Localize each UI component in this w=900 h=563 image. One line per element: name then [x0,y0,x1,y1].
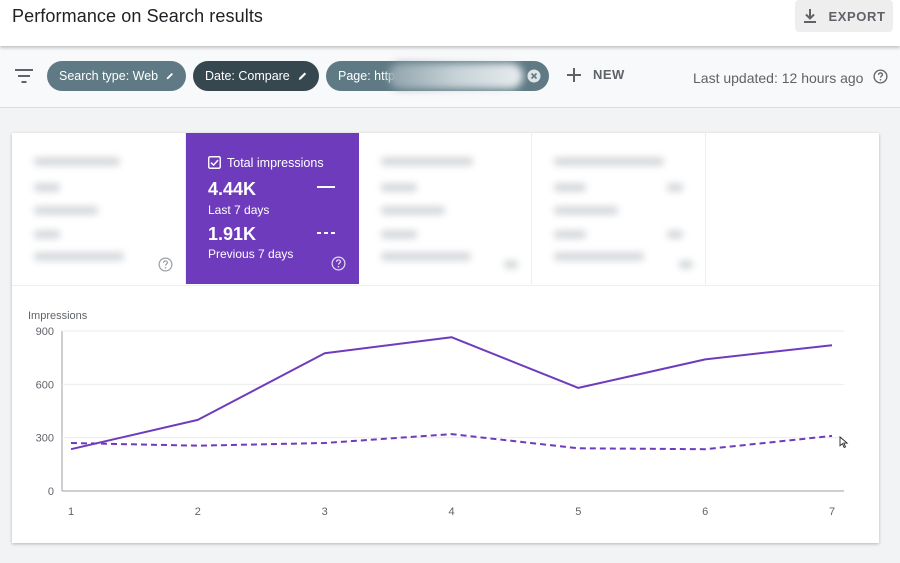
x-tick-label: 5 [575,506,581,518]
x-tick-label: 6 [702,506,708,518]
blurred-text [667,183,683,192]
y-tick-label: 300 [36,433,54,445]
blurred-text [667,230,683,239]
date-chip[interactable]: Date: Compare [193,61,319,91]
line-chart: Impressions 0 300 600 900 1 2 3 4 5 6 7 [28,310,849,518]
metric-title: Total impressions [227,156,324,170]
close-circle-icon[interactable] [527,69,541,83]
export-label: EXPORT [828,8,886,24]
blurred-text [381,206,445,215]
blurred-text [554,206,618,215]
blurred-text [34,230,60,239]
metric-card-blurred[interactable] [359,133,532,284]
blurred-text [679,260,693,269]
dashed-line-legend [317,232,335,234]
help-circle-icon[interactable] [331,256,346,271]
y-tick-label: 0 [48,486,54,498]
previous-value: 1.91K [208,224,257,244]
x-tick-label: 2 [195,506,201,518]
blurred-text [34,252,124,261]
blurred-text [381,157,473,166]
metric-card-blurred[interactable] [12,133,186,284]
solid-line-legend [317,186,335,188]
y-axis-label: Impressions [28,310,88,322]
x-tick-label: 7 [829,506,835,518]
mouse-pointer-icon [839,436,849,449]
search-type-chip[interactable]: Search type: Web [47,61,186,91]
checkbox-checked-icon[interactable] [208,156,221,169]
blurred-text [381,183,417,192]
x-tick-label: 3 [322,506,328,518]
current-period-line[interactable] [70,336,833,451]
blurred-text [381,252,471,261]
x-tick-label: 1 [68,506,74,518]
blurred-text [554,252,644,261]
top-app-bar: Performance on Search results EXPORT [0,0,900,46]
blurred-text [554,157,664,166]
current-value: 4.44K [208,179,257,199]
blurred-text [34,183,60,192]
filter-bar: Search type: Web Date: Compare Page: htt… [0,46,900,108]
blurred-url [388,63,523,89]
pencil-icon [166,72,174,80]
help-circle-icon[interactable] [873,69,888,84]
blurred-text [381,230,417,239]
impressions-chart: Impressions 0 300 600 900 1 2 3 4 5 6 7 [12,285,879,543]
blurred-text [554,230,586,239]
new-filter-button[interactable]: NEW [567,67,625,82]
page-chip[interactable]: Page: https [326,61,549,91]
previous-period-label: Previous 7 days [208,247,294,261]
blurred-text [34,206,98,215]
page-title: Performance on Search results [12,6,264,26]
blurred-text [554,183,586,192]
date-label: Date: Compare [205,69,290,83]
current-period-label: Last 7 days [208,203,270,217]
total-impressions-card[interactable]: Total impressions 4.44K Last 7 days 1.91… [186,133,359,284]
search-type-label: Search type: Web [59,69,159,83]
x-tick-label: 4 [448,506,454,518]
y-tick-label: 900 [36,326,54,338]
export-button[interactable]: EXPORT [795,0,893,32]
blurred-text [504,260,518,269]
pencil-icon [298,72,306,80]
help-circle-icon[interactable] [158,257,173,272]
plus-icon [567,67,581,82]
metric-card-blurred[interactable] [532,133,706,284]
page-label: Page: https [338,69,402,83]
performance-card: Total impressions 4.44K Last 7 days 1.91… [12,133,879,543]
blurred-text [34,157,120,166]
last-updated-text: Last updated: 12 hours ago [693,70,864,86]
download-icon [804,9,817,23]
previous-period-line[interactable] [70,433,833,451]
y-tick-label: 600 [36,379,54,391]
new-label: NEW [593,67,625,82]
filter-icon[interactable] [14,69,34,83]
